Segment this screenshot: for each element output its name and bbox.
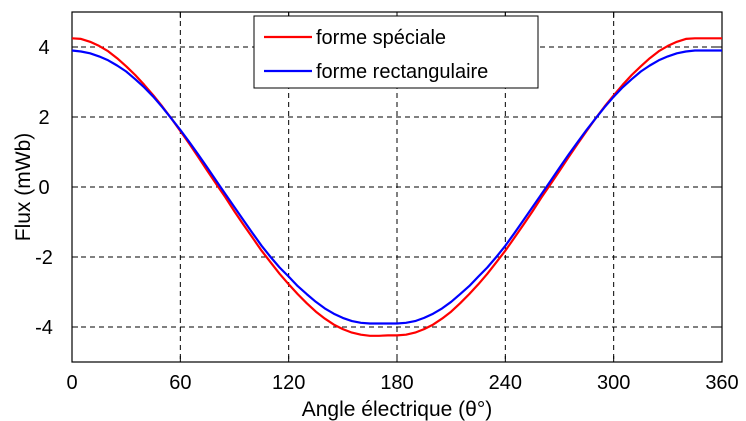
x-tick-label: 300 (597, 372, 630, 394)
legend-label-forme-rectangulaire: forme rectangulaire (316, 61, 488, 83)
y-tick-label: 2 (38, 107, 49, 129)
series-line-forme-rectangulaire (71, 49, 722, 325)
series-layer (71, 37, 722, 337)
x-tick-label: 60 (169, 372, 191, 394)
x-tick-label: 180 (380, 372, 413, 394)
y-tick-label: -2 (35, 247, 53, 269)
legend-label-forme-speciale: forme spéciale (316, 27, 446, 49)
ticks (71, 12, 723, 362)
tick-labels: 0 60 120 180 240 300 360 -4 -2 0 2 4 (35, 37, 739, 394)
x-axis-title: Angle électrique (θ°) (302, 398, 493, 421)
y-tick-label: -4 (35, 317, 53, 339)
y-axis-title: Flux (mWb) (12, 133, 35, 242)
x-tick-label: 360 (705, 372, 738, 394)
legend-box (253, 15, 539, 89)
x-tick-label: 120 (272, 372, 305, 394)
y-tick-label: 0 (38, 177, 49, 199)
x-tick-label: 240 (489, 372, 522, 394)
y-tick-label: 4 (38, 37, 49, 59)
x-tick-label: 0 (66, 372, 77, 394)
legend: forme spéciale forme rectangulaire (253, 15, 539, 89)
